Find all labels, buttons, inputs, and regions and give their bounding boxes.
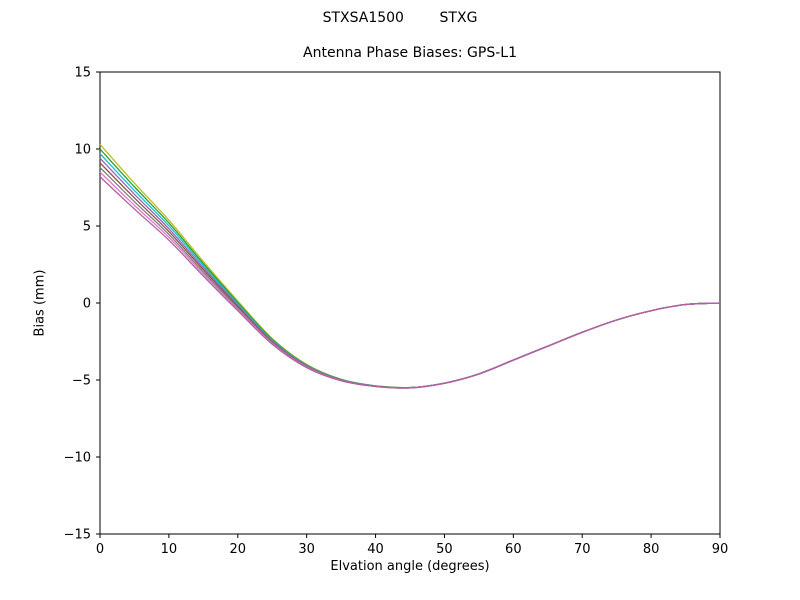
x-tick-label: 80: [643, 542, 660, 557]
chart-title: Antenna Phase Biases: GPS-L1: [303, 45, 517, 61]
x-tick-label: 70: [574, 542, 591, 557]
y-tick-label: 15: [74, 66, 91, 81]
y-tick-label: −10: [64, 451, 91, 466]
y-tick-label: 0: [83, 297, 91, 312]
figure-suptitle: STXSA1500 STXG: [322, 10, 478, 26]
x-tick-label: 20: [230, 542, 247, 557]
series-line-line-8: [99, 176, 721, 389]
series-line-line-4: [99, 157, 721, 389]
x-tick-label: 50: [436, 542, 453, 557]
y-tick-label: 5: [83, 220, 91, 235]
axes-frame: [99, 71, 721, 535]
x-tick-label: 10: [161, 542, 178, 557]
x-tick-label: 90: [712, 542, 729, 557]
series-line-line-6: [99, 167, 721, 389]
y-tick-label: −5: [72, 374, 91, 389]
y-tick-label: 10: [74, 143, 91, 158]
series-line-line-3: [99, 153, 721, 389]
x-tick-label: 40: [367, 542, 384, 557]
y-tick-label: −15: [64, 528, 91, 543]
series-line-line-5: [99, 162, 721, 389]
x-tick-label: 0: [96, 542, 104, 557]
series-line-line-7: [99, 171, 721, 389]
x-tick-label: 60: [505, 542, 522, 557]
series-line-line-2: [99, 148, 721, 389]
x-axis-label: Elvation angle (degrees): [330, 559, 490, 574]
x-tick-label: 30: [298, 542, 315, 557]
